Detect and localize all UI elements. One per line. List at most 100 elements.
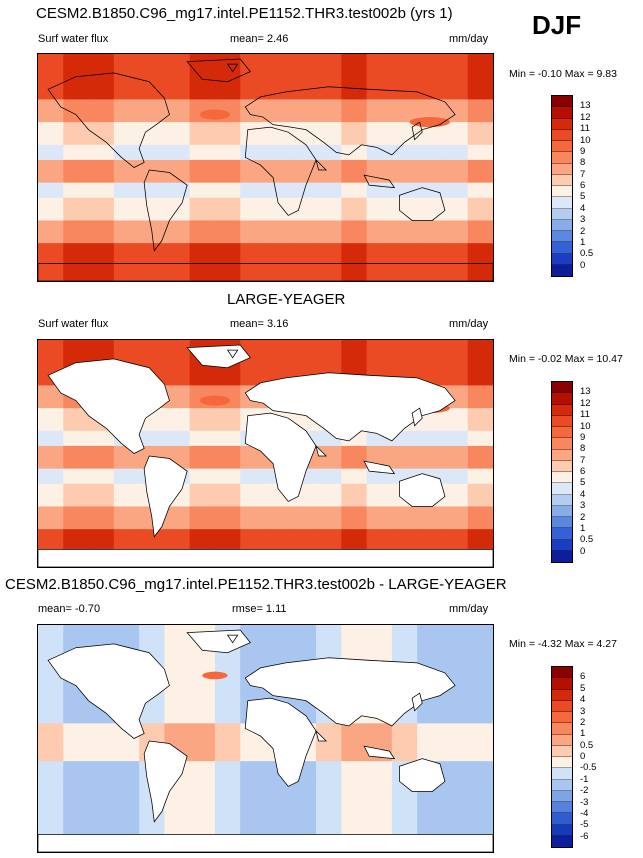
colorbar-swatch [552, 129, 572, 141]
colorbar-swatch [552, 700, 572, 712]
panel-1-map [37, 53, 494, 282]
colorbar-label: 5 [580, 477, 586, 489]
colorbar-label: 1 [580, 522, 586, 534]
colorbar-swatch [552, 415, 572, 427]
panel-3-title: CESM2.B1850.C96_mg17.intel.PE1152.THR3.t… [5, 576, 507, 593]
colorbar-swatch [552, 382, 572, 394]
colorbar-label: 0.5 [580, 248, 594, 260]
colorbar-label: 5 [580, 191, 586, 203]
colorbar-label: 8 [580, 443, 586, 455]
colorbar-swatch [552, 219, 572, 231]
colorbar-swatch [552, 174, 572, 186]
colorbar-swatch [552, 107, 572, 119]
colorbar-swatch [552, 163, 572, 175]
colorbar-label: 0 [580, 545, 586, 557]
colorbar-swatch [552, 264, 572, 276]
colorbar-label: 9 [580, 431, 586, 443]
colorbar-swatch [552, 197, 572, 209]
colorbar-label: 6 [580, 180, 586, 191]
colorbar-swatch [552, 118, 572, 130]
colorbar-swatch [552, 528, 572, 540]
panel-1-mean-label: mean= 2.46 [230, 33, 289, 45]
colorbar-swatch [552, 186, 572, 198]
colorbar-swatch [552, 393, 572, 405]
colorbar-label: 11 [580, 123, 590, 135]
colorbar-swatch [552, 723, 572, 735]
colorbar-label: 3 [580, 500, 586, 512]
colorbar-swatch [552, 790, 572, 802]
panel-1-units: mm/day [449, 33, 489, 45]
panel-1-variable-label: Surf water flux [38, 33, 109, 45]
panel-3-rmse-label: rmse= 1.11 [232, 603, 287, 615]
colorbar-swatch [552, 539, 572, 551]
colorbar-swatch [552, 449, 572, 461]
colorbar-label: 1 [580, 728, 586, 740]
colorbar-swatch [552, 460, 572, 472]
colorbar-label: 2 [580, 511, 586, 523]
panel-2-colorbar [551, 381, 573, 563]
colorbar-swatch [552, 404, 572, 416]
colorbar-label: 8 [580, 157, 586, 169]
colorbar-label: -4 [580, 807, 589, 819]
colorbar-label: 0 [580, 751, 586, 762]
colorbar-swatch [552, 802, 572, 814]
colorbar-swatch [552, 813, 572, 825]
colorbar-label: 3 [580, 214, 586, 226]
colorbar-label: 12 [580, 397, 591, 409]
panel-1-minmax: Min = -0.10 Max = 9.83 [509, 68, 617, 80]
colorbar-swatch [552, 494, 572, 506]
colorbar-swatch [552, 745, 572, 757]
colorbar-swatch [552, 689, 572, 701]
colorbar-swatch [552, 253, 572, 265]
panel-3-colorbar [551, 666, 573, 848]
colorbar-label: -3 [580, 796, 589, 808]
colorbar-label: 6 [580, 671, 586, 683]
colorbar-swatch [552, 208, 572, 220]
colorbar-label: 3 [580, 705, 586, 717]
panel-2-variable-label: Surf water flux [38, 318, 109, 330]
colorbar-label: 10 [580, 134, 591, 146]
panel-3-units: mm/day [449, 603, 489, 615]
panel-1-title: CESM2.B1850.C96_mg17.intel.PE1152.THR3.t… [36, 5, 453, 22]
colorbar-label: 7 [580, 168, 586, 180]
panel-3-minmax: Min = -4.32 Max = 4.27 [509, 638, 617, 650]
colorbar-label: 2 [580, 716, 586, 728]
colorbar-swatch [552, 757, 572, 769]
colorbar-swatch [552, 667, 572, 679]
colorbar-label: 2 [580, 225, 586, 237]
colorbar-label: 7 [580, 454, 586, 466]
colorbar-swatch [552, 517, 572, 529]
panel-2-units: mm/day [449, 318, 489, 330]
colorbar-label: 0.5 [580, 739, 594, 751]
colorbar-label: 13 [580, 386, 591, 398]
colorbar-swatch [552, 768, 572, 780]
colorbar-label: -5 [580, 819, 589, 831]
season-label: DJF [532, 10, 582, 40]
colorbar-swatch [552, 242, 572, 254]
panel-3-mean-label: mean= -0.70 [38, 603, 101, 615]
colorbar-swatch [552, 824, 572, 836]
colorbar-label: -6 [580, 830, 589, 842]
colorbar-swatch [552, 427, 572, 439]
colorbar-swatch [552, 779, 572, 791]
colorbar-swatch [552, 505, 572, 517]
colorbar-label: 4 [580, 488, 586, 500]
panel-2-title: LARGE-YEAGER [227, 291, 346, 308]
colorbar-swatch [552, 141, 572, 153]
colorbar-label: 9 [580, 145, 586, 157]
colorbar-swatch [552, 483, 572, 495]
panel-2-map [37, 339, 494, 568]
colorbar-label: 13 [580, 100, 591, 112]
colorbar-swatch [552, 835, 572, 847]
panel-2-mean-label: mean= 3.16 [230, 318, 289, 330]
colorbar-label: 0 [580, 259, 586, 271]
colorbar-label: 10 [580, 420, 591, 432]
colorbar-swatch [552, 712, 572, 724]
colorbar-label: 0.5 [580, 534, 594, 546]
colorbar-swatch [552, 231, 572, 243]
colorbar-label: 6 [580, 466, 586, 477]
colorbar-label: 5 [580, 682, 586, 694]
colorbar-swatch [552, 678, 572, 690]
colorbar-label: -0.5 [580, 762, 597, 774]
colorbar-label: -2 [580, 785, 589, 797]
